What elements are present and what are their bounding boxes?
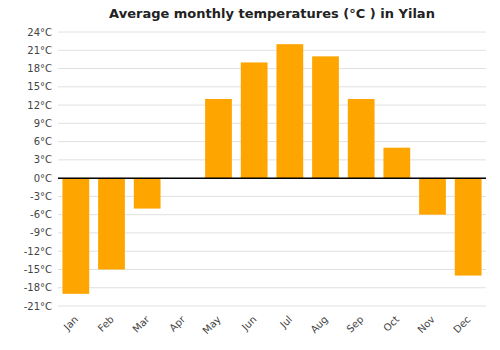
x-tick-label: Aug (308, 314, 330, 336)
y-tick-label: 15°C (27, 81, 52, 92)
y-tick-label: 21°C (27, 45, 52, 56)
bar (276, 44, 303, 178)
y-tick-label: -18°C (24, 282, 52, 293)
x-tick-label: Jan (61, 314, 80, 333)
bar (205, 99, 232, 178)
y-tick-label: 9°C (34, 118, 52, 129)
y-tick-label: -15°C (24, 264, 52, 275)
grid-line (58, 105, 486, 106)
bar (134, 178, 161, 208)
x-tick-label: Feb (96, 314, 116, 334)
x-tick-label: Dec (451, 314, 472, 335)
bar (348, 99, 375, 178)
grid-line (58, 86, 486, 87)
bar (98, 178, 125, 269)
grid-line (58, 306, 486, 307)
bar (312, 56, 339, 178)
y-tick-label: 3°C (34, 154, 52, 165)
x-tick-labels: Jan Feb Mar Apr May Jun Jul Aug Sep Oct Nov Dec (61, 313, 473, 336)
grid-line (58, 32, 486, 33)
x-tick-label: May (201, 314, 223, 336)
grid-line (58, 141, 486, 142)
bar (419, 178, 446, 215)
grid-line (58, 287, 486, 288)
bar (241, 62, 268, 178)
y-tick-label: -6°C (30, 209, 52, 220)
y-tick-label: 24°C (27, 27, 52, 38)
x-tick-label: Nov (415, 314, 437, 336)
bar (62, 178, 89, 294)
x-tick-label: Jun (239, 314, 259, 334)
y-tick-label: -3°C (30, 191, 52, 202)
grid-line (58, 68, 486, 69)
bar (383, 148, 410, 178)
y-tick-label: -9°C (30, 227, 52, 238)
x-tick-label: Mar (130, 313, 152, 335)
grid-line (58, 159, 486, 160)
y-tick-label: 0°C (34, 173, 52, 184)
y-tick-label: -12°C (24, 246, 52, 257)
bar (455, 178, 482, 275)
x-tick-label: Jul (277, 314, 294, 331)
y-tick-label: 6°C (34, 136, 52, 147)
x-tick-label: Sep (344, 314, 365, 335)
title: Average monthly temperatures (°C ) in Yi… (109, 6, 435, 21)
y-grid (58, 32, 486, 306)
zero-line (58, 177, 486, 179)
x-tick-label: Oct (381, 314, 401, 334)
grid-line (58, 123, 486, 124)
y-tick-label: 12°C (27, 100, 52, 111)
grid-line (58, 178, 486, 179)
y-tick-labels: -21°C -18°C -15°C -12°C -9°C -6°C -3°C 0°C 3°C 6°… (24, 27, 52, 312)
y-tick-label: -21°C (24, 301, 52, 312)
grid-line (58, 50, 486, 51)
y-tick-label: 18°C (27, 63, 52, 74)
x-tick-label: Apr (167, 313, 188, 334)
chart: Average monthly temperatures (°C ) in Yi… (0, 0, 500, 350)
bars (62, 44, 481, 294)
